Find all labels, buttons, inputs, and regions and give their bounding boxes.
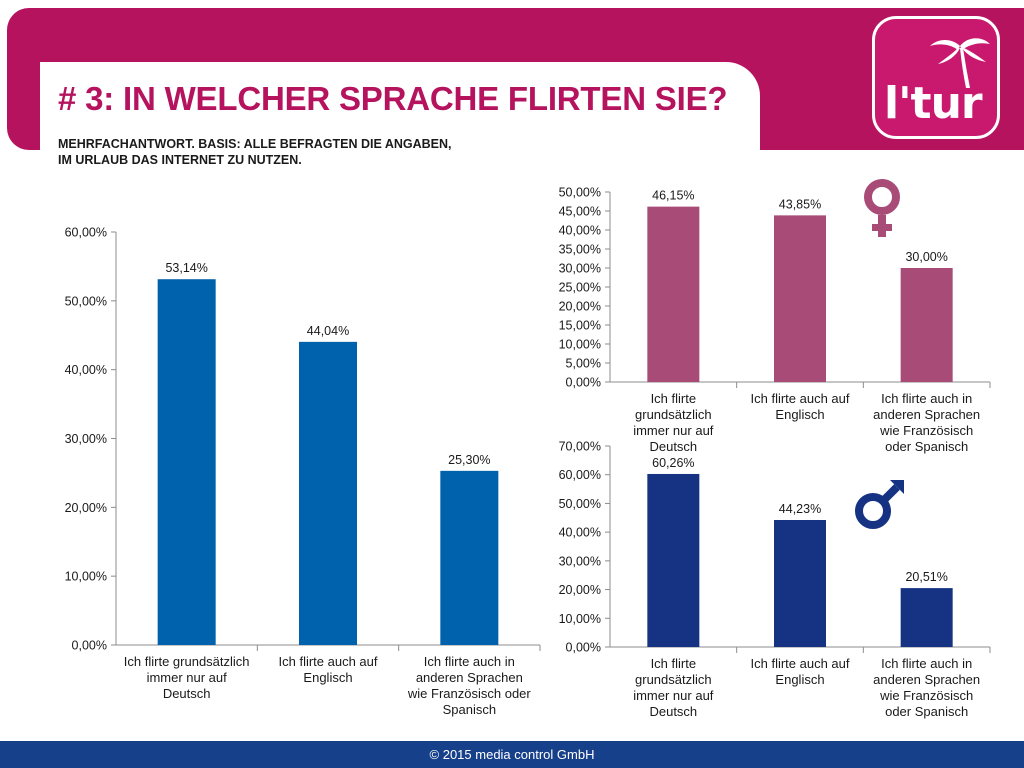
y-tick-label: 25,00% [559,281,601,295]
category-label-line: immer nur auf [633,688,714,703]
bar [774,519,826,647]
title-panel [40,62,760,182]
category-label-line: Ich flirte auch in [424,654,515,669]
y-tick-label: 30,00% [65,432,107,446]
logo-text: l'tur [884,78,983,129]
y-tick-label: 40,00% [65,363,107,377]
value-label: 20,51% [905,570,947,584]
y-tick-label: 5,00% [566,357,601,371]
y-tick-label: 40,00% [559,526,601,540]
category-label-line: Ich flirte auch auf [279,654,378,669]
category-label: Ich flirte auch in anderen Sprachen wie Fr… [407,654,531,717]
category-label: Ich flirte grundsätzlich immer nur auf Deut… [633,656,714,719]
category-label: Ich flirte auch in anderen Sprachen wie Fr… [873,656,980,719]
value-label: 25,30% [448,453,490,467]
y-tick-label: 10,00% [559,612,601,626]
page-title: # 3: IN WELCHER SPRACHE FLIRTEN SIE? [58,80,728,117]
category-label-line: grundsätzlich [635,672,712,687]
y-tick-label: 50,00% [559,497,601,511]
bar [647,473,700,647]
value-label: 44,04% [307,324,349,338]
bar [900,588,953,647]
category-label-line: wie Französisch [879,423,973,438]
category-label-line: Ich flirte [651,656,697,671]
subtitle-line: IM URLAUB DAS INTERNET ZU NUTZEN. [58,153,302,167]
y-tick-label: 0,00% [566,376,601,390]
y-tick-label: 50,00% [65,294,107,308]
category-label-line: Englisch [775,407,824,422]
y-tick-label: 15,00% [559,319,601,333]
category-label-line: grundsätzlich [635,407,712,422]
y-tick-label: 10,00% [65,570,107,584]
y-tick-label: 20,00% [65,501,107,515]
y-tick-label: 0,00% [72,639,107,653]
category-label-line: anderen Sprachen [873,672,980,687]
value-label: 30,00% [905,250,947,264]
category-label-line: anderen Sprachen [416,670,523,685]
y-tick-label: 70,00% [559,440,601,454]
bar [440,470,499,645]
category-label-line: Ich flirte auch in [881,656,972,671]
value-label: 53,14% [165,261,207,275]
category-label-line: immer nur auf [633,423,714,438]
y-tick-label: 40,00% [559,224,601,238]
copyright-text: © 2015 media control GmbH [429,747,595,762]
bar [774,215,826,382]
y-tick-label: 30,00% [559,554,601,568]
y-tick-label: 35,00% [559,243,601,257]
category-label-line: Ich flirte grundsätzlich [124,654,250,669]
value-label: 44,23% [779,502,821,516]
category-label: Ich flirte grundsätzlich immer nur auf Deu… [124,654,250,701]
value-label: 60,26% [652,456,694,470]
category-label-line: Englisch [303,670,352,685]
y-tick-label: 10,00% [559,338,601,352]
category-label-line: Deutsch [649,439,697,454]
subtitle-line: MEHRFACHANTWORT. BASIS: ALLE BEFRAGTEN D… [58,137,452,151]
category-label-line: oder Spanisch [885,704,968,719]
subtitle: MEHRFACHANTWORT. BASIS: ALLE BEFRAGTEN D… [58,136,452,168]
logo-frame [872,16,1000,139]
chart-male: 0,00% 10,00% 20,00% 30,00% 40,00% 50,00% 60,00… [559,440,991,719]
bar [157,279,216,645]
category-label-line: Ich flirte auch in [881,391,972,406]
category-label-line: Ich flirte [651,391,697,406]
category-label-line: Spanisch [443,702,496,717]
bar [647,206,700,382]
value-label: 43,85% [779,197,821,211]
female-symbol-icon [864,179,900,237]
footer: © 2015 media control GmbH [0,741,1024,768]
category-label-line: anderen Sprachen [873,407,980,422]
category-label: Ich flirte auch auf Englisch [751,656,850,687]
y-tick-label: 60,00% [559,468,601,482]
category-label-line: wie Französisch oder [407,686,531,701]
category-label-line: Ich flirte auch auf [751,391,850,406]
y-tick-label: 20,00% [559,583,601,597]
y-tick-label: 30,00% [559,262,601,276]
chart-total: 0,00% 10,00% 20,00% 30,00% 40,00% 50,00% 60,00… [65,226,541,717]
y-tick-label: 20,00% [559,300,601,314]
palm-tree-icon [930,38,990,88]
value-label: 46,15% [652,189,694,203]
male-symbol-icon [855,480,904,529]
category-label: Ich flirte auch auf Englisch [751,391,850,422]
category-label-line: immer nur auf [147,670,228,685]
ltur-logo: l'tur [872,16,1002,141]
category-label-line: Deutsch [163,686,211,701]
y-tick-label: 60,00% [65,226,107,240]
y-tick-label: 0,00% [566,641,601,655]
category-label-line: wie Französisch [879,688,973,703]
category-label-line: Englisch [775,672,824,687]
chart-female: 0,00% 5,00% 10,00% 15,00% 20,00% 25,00% 30,00%… [559,186,991,454]
category-label-line: Ich flirte auch auf [751,656,850,671]
y-tick-label: 45,00% [559,205,601,219]
bar [900,268,953,382]
y-tick-label: 50,00% [559,186,601,200]
category-label-line: Deutsch [649,704,697,719]
category-label: Ich flirte auch auf Englisch [279,654,378,685]
bar [299,341,357,645]
category-label: Ich flirte auch in anderen Sprachen wie Fr… [873,391,980,454]
category-label-line: oder Spanisch [885,439,968,454]
category-label: Ich flirte grundsätzlich immer nur auf Deut… [633,391,714,454]
